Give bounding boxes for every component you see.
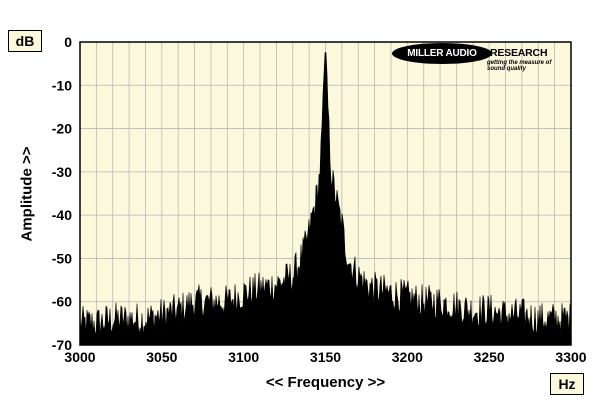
y-tick-labels: 0 -10 -20 -30 -40 -50 -60 -70	[52, 34, 72, 353]
miller-audio-research-logo: MILLER AUDIO RESEARCH getting the measur…	[392, 43, 570, 72]
x-tick-labels: 3000 3050 3100 3150 3200 3250 3300	[64, 349, 586, 365]
y-tick-label: -20	[52, 121, 72, 137]
y-tick-label: -50	[52, 250, 72, 266]
y-tick-label: -30	[52, 164, 72, 180]
y-tick-label: -60	[52, 294, 72, 310]
x-axis-title: << Frequency >>	[265, 374, 386, 391]
x-tick-label: 3100	[228, 349, 259, 365]
x-tick-label: 3150	[310, 349, 341, 365]
y-tick-label: -10	[52, 77, 72, 93]
spectrum-fill	[79, 52, 572, 346]
spectrum-trace	[79, 52, 572, 346]
x-tick-label: 3050	[146, 349, 177, 365]
y-axis-title: Amplitude >>	[18, 146, 36, 242]
x-tick-label: 3300	[555, 349, 586, 365]
y-tick-label: 0	[64, 34, 72, 50]
logo-name-part1: MILLER AUDIO	[407, 48, 477, 59]
y-tick-label: -40	[52, 207, 72, 223]
logo-tagline: getting the measure of sound quality	[487, 60, 552, 72]
y-unit-label: dB	[8, 30, 42, 52]
logo-oval: MILLER AUDIO	[392, 43, 492, 64]
x-tick-label: 3200	[392, 349, 423, 365]
y-tick-label: -70	[52, 337, 72, 353]
x-unit-label: Hz	[550, 373, 584, 395]
x-tick-label: 3000	[64, 349, 95, 365]
plot-border	[79, 41, 572, 346]
logo-name-part2: RESEARCH	[490, 47, 548, 59]
x-tick-label: 3250	[474, 349, 505, 365]
